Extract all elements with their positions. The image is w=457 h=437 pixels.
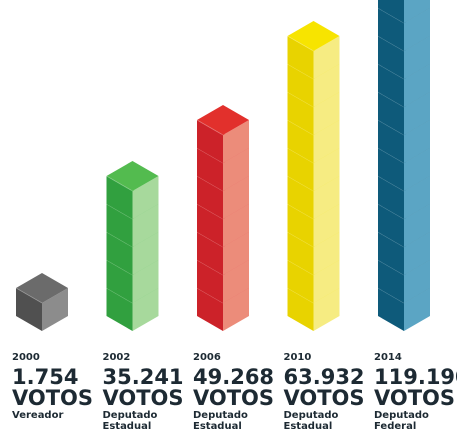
year: 2010 [284,352,312,363]
year: 2006 [193,352,221,363]
unit: VOTOS [12,386,93,410]
role: Vereador [12,410,63,421]
cube-stack [288,21,340,331]
role: Estadual [284,421,333,432]
cube-stack [197,105,249,331]
role: Deputado [374,410,429,421]
role: Federal [374,421,416,432]
unit: VOTOS [284,386,365,410]
role: Deputado [103,410,158,421]
cube-stack [16,273,68,331]
infographic: 20001.754VOTOSVereador200235.241VOTOSDep… [0,0,457,437]
role: Estadual [103,421,152,432]
year: 2000 [12,352,40,363]
year: 2002 [103,352,131,363]
role: Deputado [284,410,339,421]
unit: VOTOS [193,386,274,410]
unit: VOTOS [374,386,455,410]
cube-stack [107,161,159,331]
role: Deputado [193,410,248,421]
cube-stack [378,0,430,331]
unit: VOTOS [103,386,184,410]
role: Estadual [193,421,242,432]
year: 2014 [374,352,402,363]
